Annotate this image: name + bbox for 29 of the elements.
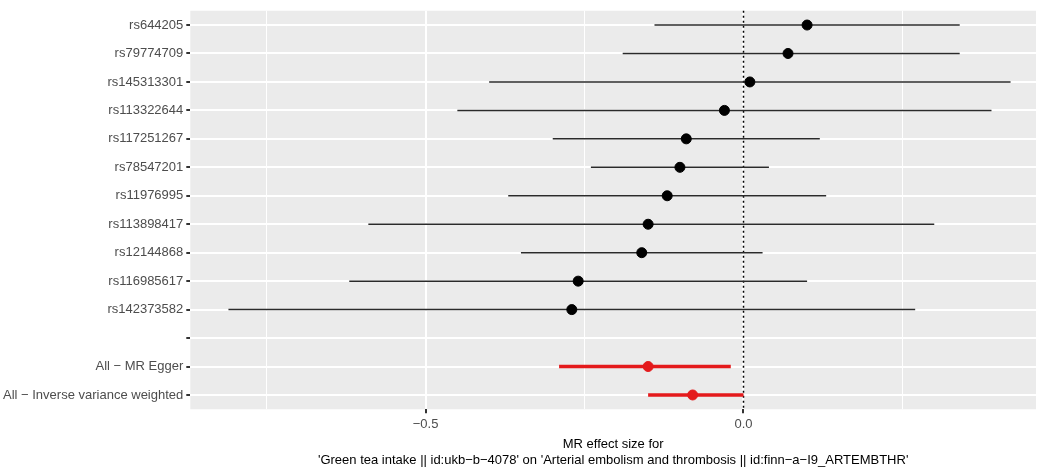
point [687,389,699,401]
y-tick-label: All − Inverse variance weighted [3,386,184,402]
point [744,76,756,88]
point [801,19,813,31]
y-tick-label: All − MR Egger [95,358,184,374]
y-tick-label: rs113322644 [108,101,184,117]
x-tick-label: −0.5 [412,415,439,431]
point [636,247,648,259]
point [674,161,686,173]
point [680,133,692,145]
x-axis-title: MR effect size for 'Green tea intake || id:ukb−b−4078' on 'Arterial embolism and thrombosis || id:finn−a−I9_ARTEMBTHR' [317,436,909,467]
y-tick-label: rs644205 [129,16,184,32]
y-tick-label: rs12144868 [114,244,184,260]
y-tick-label: rs145313301 [107,73,184,89]
point [642,218,654,230]
point [661,190,673,202]
y-tick-label: rs113898417 [108,215,184,231]
point [566,304,578,316]
point [782,47,794,59]
y-tick-label: rs79774709 [114,45,184,61]
x-tick-label: 0.0 [734,415,753,431]
y-tick-label: rs117251267 [108,130,184,146]
y-tick-label: rs116985617 [108,272,184,288]
point [718,104,730,116]
point [572,275,584,287]
point [642,361,654,373]
y-tick-label: rs11976995 [115,187,184,203]
y-tick-label: rs142373582 [107,301,184,317]
y-tick-label: rs78547201 [114,158,184,174]
